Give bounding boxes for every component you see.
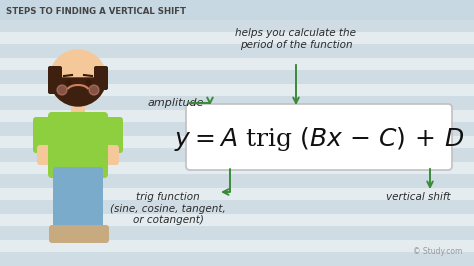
FancyBboxPatch shape bbox=[77, 167, 103, 237]
FancyBboxPatch shape bbox=[48, 66, 62, 94]
Bar bbox=[71, 104, 85, 118]
FancyBboxPatch shape bbox=[186, 104, 452, 170]
Bar bbox=[0, 122, 474, 136]
FancyBboxPatch shape bbox=[37, 145, 63, 165]
Text: STEPS TO FINDING A VERTICAL SHIFT: STEPS TO FINDING A VERTICAL SHIFT bbox=[6, 7, 186, 16]
Bar bbox=[0, 18, 474, 32]
Bar bbox=[0, 0, 474, 20]
Bar bbox=[0, 252, 474, 266]
FancyBboxPatch shape bbox=[99, 117, 123, 153]
Bar bbox=[0, 96, 474, 110]
Wedge shape bbox=[50, 78, 106, 106]
FancyBboxPatch shape bbox=[93, 145, 119, 165]
FancyBboxPatch shape bbox=[49, 225, 81, 243]
FancyBboxPatch shape bbox=[48, 112, 108, 178]
Text: amplitude: amplitude bbox=[148, 98, 204, 108]
Circle shape bbox=[50, 50, 106, 106]
Bar bbox=[0, 226, 474, 240]
FancyBboxPatch shape bbox=[77, 225, 109, 243]
Bar bbox=[0, 200, 474, 214]
Bar bbox=[0, 70, 474, 84]
Bar bbox=[0, 174, 474, 188]
Bar bbox=[0, 44, 474, 58]
Bar bbox=[0, 148, 474, 162]
Circle shape bbox=[57, 85, 67, 95]
Text: trig function
(sine, cosine, tangent,
or cotangent): trig function (sine, cosine, tangent, or… bbox=[110, 192, 226, 225]
Text: © Study.com: © Study.com bbox=[413, 247, 462, 256]
Text: helps you calculate the
period of the function: helps you calculate the period of the fu… bbox=[236, 28, 356, 49]
Circle shape bbox=[89, 85, 99, 95]
Text: $y = \mathit{A}\ \mathregular{trig}\ \mathit{(Bx}\ \mathregular{-}\ \mathit{C)\,: $y = \mathit{A}\ \mathregular{trig}\ \ma… bbox=[174, 125, 464, 153]
FancyBboxPatch shape bbox=[53, 167, 79, 237]
FancyBboxPatch shape bbox=[33, 117, 57, 153]
FancyBboxPatch shape bbox=[94, 66, 108, 90]
Text: vertical shift: vertical shift bbox=[386, 192, 450, 202]
